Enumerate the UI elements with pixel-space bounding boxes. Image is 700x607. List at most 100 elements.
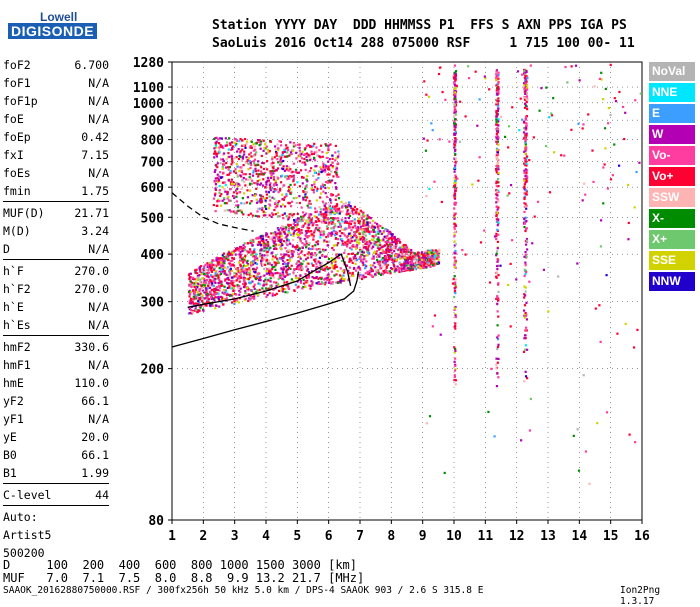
echo-point [324, 210, 327, 214]
echo-point [270, 215, 273, 218]
echo-point [324, 264, 327, 267]
echo-point [218, 141, 221, 145]
params-group-a: foF2 6.700 foF1 N/A foF1p N/A foE N/A foEp 0.42 fx… [3, 56, 109, 200]
echo-point [203, 272, 206, 275]
echo-point [289, 153, 292, 156]
echo-point [307, 202, 311, 205]
echo-point [309, 157, 312, 160]
echo-point [234, 300, 237, 303]
echo-point [351, 252, 355, 255]
echo-point [284, 228, 287, 231]
echo-point [214, 182, 218, 186]
echo-point [317, 217, 320, 221]
echo-point [312, 264, 315, 267]
echo-point [253, 181, 256, 185]
echo-point [493, 435, 496, 438]
echo-point [375, 241, 378, 244]
echo-point [307, 144, 310, 147]
echo-point [228, 294, 232, 297]
echo-point [328, 221, 331, 224]
echo-point [330, 270, 334, 273]
echo-point [523, 136, 526, 139]
echo-point [194, 269, 197, 272]
echo-point [310, 256, 313, 259]
echo-point [294, 170, 297, 174]
echo-point [409, 262, 412, 265]
echo-point [247, 213, 250, 217]
echo-point [305, 231, 308, 235]
echo-point [365, 260, 368, 263]
echo-point [212, 289, 215, 292]
echo-point [313, 171, 317, 175]
echo-point [237, 261, 241, 264]
echo-point [260, 140, 263, 143]
echo-point [269, 170, 272, 173]
echo-point [194, 288, 198, 291]
echo-point [361, 253, 364, 256]
echo-point [286, 268, 290, 271]
echo-point [206, 296, 209, 299]
echo-point [212, 203, 215, 207]
echo-point [408, 255, 412, 259]
echo-point [259, 182, 263, 185]
echo-point [249, 189, 252, 192]
echo-point [523, 90, 526, 93]
echo-point [304, 187, 307, 190]
echo-point [524, 216, 527, 219]
echo-point [314, 210, 317, 214]
echo-point [309, 221, 312, 224]
echo-point [281, 213, 284, 217]
echo-point [340, 259, 344, 263]
echo-point [214, 281, 217, 285]
echo-point [272, 231, 275, 235]
param-value: 1.75 [81, 184, 109, 198]
echo-point [221, 199, 224, 202]
echo-point [242, 273, 246, 276]
echo-point [338, 222, 342, 225]
echo-point [225, 144, 229, 147]
echo-point [268, 203, 271, 206]
echo-point [426, 258, 429, 261]
echo-point [496, 198, 499, 201]
echo-point [327, 233, 330, 236]
param-value: 1.99 [81, 466, 109, 480]
echo-point [201, 277, 204, 280]
echo-point [329, 198, 332, 201]
param-row: M(D) 3.24 [3, 222, 109, 240]
echo-point [362, 219, 365, 222]
echo-point [216, 204, 219, 207]
echo-point [267, 151, 270, 154]
echo-point [337, 219, 340, 223]
echo-point [319, 210, 322, 214]
echo-point [287, 238, 290, 242]
echo-point [454, 76, 457, 79]
echo-point [432, 252, 435, 256]
echo-point [524, 263, 527, 266]
echo-point [209, 292, 212, 296]
echo-point [377, 238, 380, 242]
echo-point [229, 263, 232, 267]
echo-point [206, 272, 209, 275]
echo-point [216, 285, 219, 289]
param-key: foEp [3, 130, 31, 144]
echo-point [591, 149, 594, 152]
echo-point [298, 160, 302, 163]
echo-point [289, 183, 292, 187]
echo-point [349, 211, 353, 214]
echo-point [420, 253, 423, 256]
echo-point [281, 244, 284, 247]
echo-point [547, 310, 550, 313]
echo-point [373, 230, 376, 233]
echo-point [496, 93, 499, 96]
echo-point [213, 277, 216, 280]
echo-point [340, 228, 343, 231]
param-key: hmF2 [3, 340, 31, 354]
legend-item: NNE [649, 83, 695, 102]
echo-point [285, 174, 288, 178]
echo-point [345, 236, 348, 239]
echo-point [333, 266, 336, 269]
echo-point [359, 258, 363, 261]
echo-point [390, 254, 393, 258]
echo-point [429, 265, 432, 269]
echo-point [350, 229, 353, 232]
